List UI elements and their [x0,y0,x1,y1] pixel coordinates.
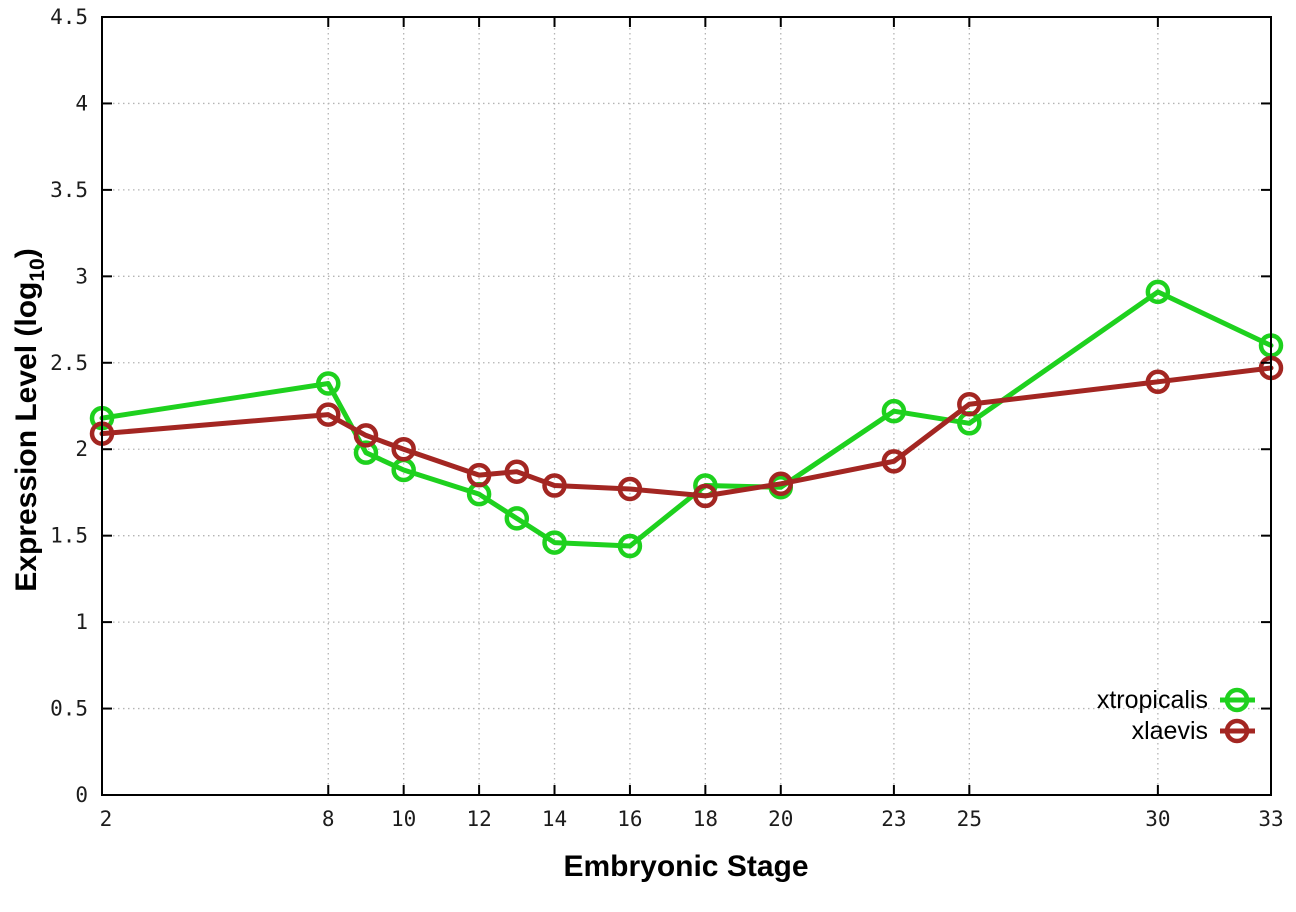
series-marker-xtropicalis [1145,279,1171,305]
x-tick-label: 14 [542,807,567,831]
series-marker-xlaevis [768,471,794,497]
y-tick-label: 4.5 [50,5,88,29]
series-line-xtropicalis [99,289,1274,549]
x-tick-label: 16 [617,807,642,831]
y-axis-label-end: ) [10,248,43,258]
x-tick-label: 25 [957,807,982,831]
series-marker-xtropicalis [881,398,907,424]
series-marker-xtropicalis [542,530,567,555]
x-tick-label: 23 [881,807,906,831]
x-tick-label: 18 [693,807,718,831]
x-tick-label: 33 [1258,807,1283,831]
y-tick-label: 4 [75,91,88,115]
series-line-xlaevis [99,365,1274,499]
y-tick-label: 1.5 [50,524,88,548]
y-tick-label: 2.5 [50,351,88,375]
tick-layer [101,16,1272,796]
x-tick-label: 30 [1145,807,1170,831]
series-marker-xlaevis [466,462,492,488]
y-tick-label: 2 [75,437,88,461]
y-axis-label-main: Expression Level (log [10,282,43,592]
series-layer [89,279,1284,559]
x-tick-label: 8 [322,807,335,831]
legend-sample-marker-xtropicalis [1224,687,1250,713]
series-marker-xlaevis [391,436,416,462]
series-marker-xlaevis [957,392,982,417]
series-marker-xlaevis [316,402,341,427]
x-tick-label: 12 [466,807,491,831]
series-marker-xlaevis [353,423,379,448]
series-marker-xtropicalis [504,506,530,531]
series-marker-xlaevis [504,459,530,484]
series-marker-xtropicalis [316,371,341,396]
x-axis-label: Embryonic Stage [563,850,808,883]
y-tick-label: 1 [75,610,88,634]
series-marker-xlaevis [881,449,907,474]
series-marker-xlaevis [693,483,718,509]
x-tick-label: 20 [768,807,793,831]
legend-label-xlaevis: xlaevis [1132,717,1208,745]
y-axis-label-subscript: 10 [26,258,49,281]
y-tick-label: 3 [75,264,88,288]
y-tick-label: 0 [75,783,88,807]
plot-border [101,16,1272,796]
y-tick-label: 3.5 [50,178,88,202]
series-marker-xlaevis [617,476,643,502]
series-marker-xlaevis [1145,369,1171,395]
y-tick-label: 0.5 [50,697,88,721]
x-tick-label: 2 [100,807,113,831]
legend-sample-marker-xlaevis [1224,718,1250,744]
tick-label-layer: 0 0.5 1 1.5 2 2.5 3 3.5 4 4.5 2 8 10 12 14 16 18 20 23 25 30… [50,5,1284,831]
legend: xtropicalis xlaevis [1097,686,1255,745]
legend-label-xtropicalis: xtropicalis [1097,686,1208,714]
x-tick-label: 10 [391,807,416,831]
grid-layer [103,18,1270,794]
series-marker-xlaevis [542,473,567,498]
series-marker-xtropicalis [617,533,643,559]
series-marker-xtropicalis [353,440,379,465]
y-axis-label: Expression Level (log10) [10,248,49,591]
